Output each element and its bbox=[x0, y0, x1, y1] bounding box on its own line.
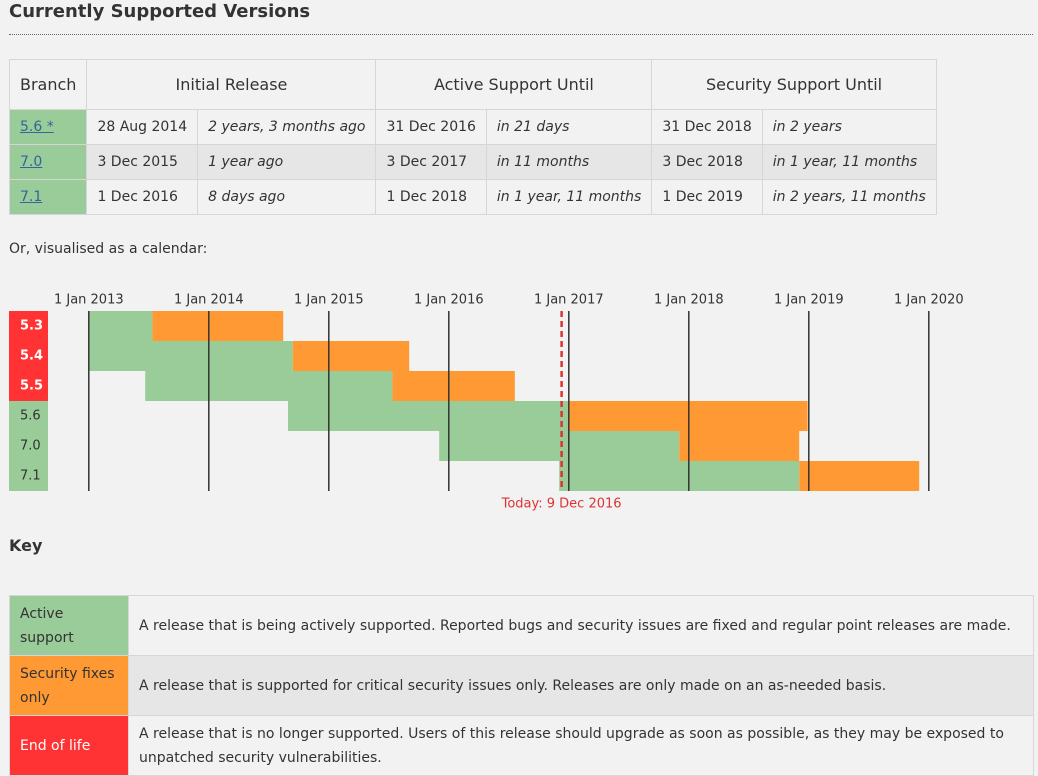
relative-date: in 1 year, 11 months bbox=[761, 144, 937, 180]
branch-label-bg bbox=[9, 431, 48, 461]
relative-date: 2 years, 3 months ago bbox=[197, 109, 377, 145]
active-bar bbox=[439, 431, 680, 461]
header: Active Support Until bbox=[375, 59, 653, 110]
active-bar bbox=[145, 371, 393, 401]
header-row: Branch Initial Release Active Support Un… bbox=[8, 59, 937, 110]
branch-label: 5.3 bbox=[20, 319, 43, 334]
header: Initial Release bbox=[86, 59, 377, 110]
branch-cell: 7.1 bbox=[8, 179, 88, 215]
date: 3 Dec 2015 bbox=[86, 144, 199, 180]
security-bar bbox=[799, 461, 920, 491]
relative-text: in 1 year, 11 months bbox=[496, 189, 642, 205]
heading: Currently Supported Versions bbox=[9, 1, 311, 22]
divider bbox=[9, 34, 1033, 35]
relative-text: in 11 months bbox=[496, 154, 590, 170]
relative-date: in 11 months bbox=[485, 144, 653, 180]
relative-date: 8 days ago bbox=[197, 179, 377, 215]
key-row: Active support A release that is being ac… bbox=[9, 595, 1034, 656]
key-title: Key bbox=[9, 536, 43, 555]
security-bar bbox=[679, 431, 800, 461]
relative-text: 1 year ago bbox=[208, 154, 284, 170]
branch-cell: 7.0 bbox=[8, 144, 88, 180]
branch-link[interactable]: 5.6 * bbox=[20, 119, 54, 135]
year-label: 1 Jan 2017 bbox=[534, 293, 604, 308]
relative-date: in 2 years, 11 months bbox=[761, 179, 937, 215]
security-bar bbox=[152, 311, 284, 341]
version-row: 7.1 1 Dec 2016 8 days ago 1 Dec 2018 in 1 ye… bbox=[8, 179, 937, 215]
active-bar bbox=[559, 461, 800, 491]
security-bar bbox=[392, 371, 515, 401]
key-description: A release that is no longer supported. U… bbox=[128, 715, 1034, 776]
branch-cell: 5.6 * bbox=[8, 109, 88, 145]
calendar: 5.3 5.4 5.5 5.6 7.0 7.1 1 Jan 2013 1 Jan 2014 1 … bbox=[9, 293, 964, 512]
key-swatch: Active support bbox=[9, 595, 129, 656]
relative-text: in 1 year, 11 months bbox=[772, 154, 918, 170]
relative-date: in 2 years bbox=[761, 109, 937, 145]
date: 1 Dec 2019 bbox=[651, 179, 763, 215]
today-label: Today: 9 Dec 2016 bbox=[501, 497, 622, 512]
version-row: 7.0 3 Dec 2015 1 year ago 3 Dec 2017 in 11 m… bbox=[8, 144, 937, 180]
relative-date: in 1 year, 11 months bbox=[485, 179, 653, 215]
date: 31 Dec 2016 bbox=[375, 109, 487, 145]
date: 3 Dec 2018 bbox=[651, 144, 763, 180]
branch-link[interactable]: 7.0 bbox=[20, 154, 43, 170]
key-description: A release that is being actively support… bbox=[128, 595, 1034, 656]
date: 1 Dec 2016 bbox=[86, 179, 199, 215]
header: Security Support Until bbox=[651, 59, 937, 110]
active-bar bbox=[288, 401, 569, 431]
key-row: Security fixes only A release that is sup… bbox=[9, 655, 1034, 716]
year-label: 1 Jan 2016 bbox=[414, 293, 484, 308]
relative-date: 1 year ago bbox=[197, 144, 377, 180]
branch-label-bg bbox=[9, 311, 48, 341]
key-swatch: End of life bbox=[9, 715, 129, 776]
date: 3 Dec 2017 bbox=[375, 144, 487, 180]
relative-text: in 2 years bbox=[772, 119, 842, 135]
date: 28 Aug 2014 bbox=[86, 109, 199, 145]
branch-label-bg bbox=[9, 461, 48, 491]
key-description: A release that is supported for critical… bbox=[128, 655, 1034, 716]
year-label: 1 Jan 2019 bbox=[774, 293, 844, 308]
active-bar bbox=[88, 341, 293, 371]
branch-label: 5.4 bbox=[20, 349, 43, 364]
year-label: 1 Jan 2014 bbox=[174, 293, 244, 308]
version-row: 5.6 * 28 Aug 2014 2 years, 3 months ago 31 … bbox=[8, 109, 937, 145]
key-row: End of life A release that is no longer s… bbox=[9, 715, 1034, 776]
branch-link[interactable]: 7.1 bbox=[20, 189, 43, 205]
branch-label: 5.5 bbox=[20, 379, 43, 394]
date: 31 Dec 2018 bbox=[651, 109, 763, 145]
active-bar bbox=[88, 311, 153, 341]
branch-label-bg bbox=[9, 401, 48, 431]
calendar-intro: Or, visualised as a calendar: bbox=[9, 241, 208, 257]
branch-label-bg bbox=[9, 371, 48, 401]
header: Branch bbox=[8, 59, 88, 110]
versions-table: Branch Initial Release Active Support Un… bbox=[8, 59, 937, 215]
key-swatch: Security fixes only bbox=[9, 655, 129, 716]
relative-text: in 21 days bbox=[496, 119, 570, 135]
relative-text: 2 years, 3 months ago bbox=[208, 119, 366, 135]
branch-label: 5.6 bbox=[20, 409, 41, 424]
year-label: 1 Jan 2013 bbox=[54, 293, 124, 308]
relative-text: in 2 years, 11 months bbox=[772, 189, 926, 205]
date: 1 Dec 2018 bbox=[375, 179, 487, 215]
year-label: 1 Jan 2018 bbox=[654, 293, 724, 308]
branch-label-bg bbox=[9, 341, 48, 371]
year-label: 1 Jan 2015 bbox=[294, 293, 364, 308]
year-label: 1 Jan 2020 bbox=[894, 293, 964, 308]
security-bar bbox=[292, 341, 410, 371]
relative-date: in 21 days bbox=[485, 109, 653, 145]
branch-label: 7.1 bbox=[20, 469, 41, 484]
branch-label: 7.0 bbox=[20, 439, 41, 454]
key-table: Active support A release that is being ac… bbox=[9, 595, 1034, 776]
relative-text: 8 days ago bbox=[208, 189, 286, 205]
